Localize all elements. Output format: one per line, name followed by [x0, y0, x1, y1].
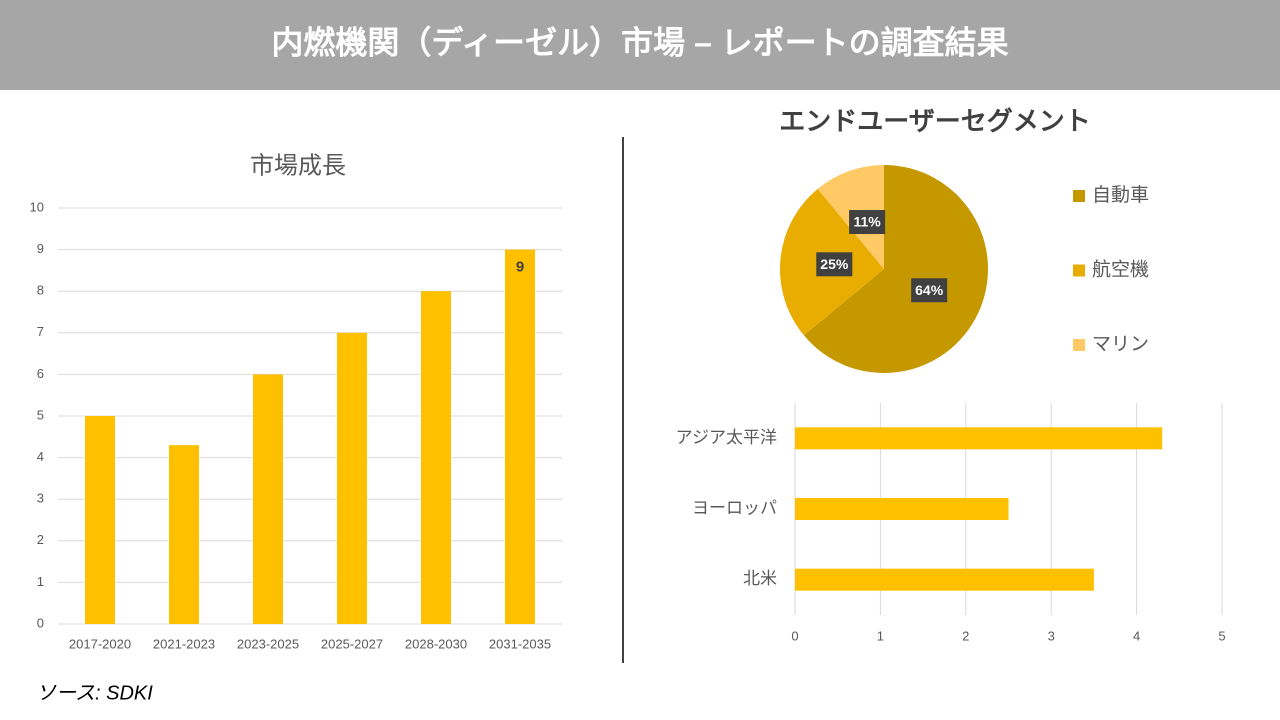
y-tick-label: 4	[37, 449, 44, 464]
y-tick-label: 2	[37, 532, 44, 547]
y-tick-label: 5	[37, 407, 44, 422]
y-tick-label: 10	[30, 199, 44, 214]
x-tick-label: 2028-2030	[405, 636, 467, 651]
x-tick-label: 3	[1048, 628, 1055, 643]
y-tick-label: ヨーロッパ	[692, 498, 777, 517]
x-tick-label: 1	[877, 628, 884, 643]
data-label-box	[911, 278, 948, 303]
x-tick-label: 2	[962, 628, 969, 643]
bar	[421, 291, 451, 624]
bar	[795, 498, 1009, 520]
bar	[795, 568, 1094, 591]
bar	[85, 416, 115, 624]
x-tick-label: 4	[1133, 628, 1140, 643]
legend-swatch	[1073, 264, 1085, 277]
x-tick-label: 5	[1218, 628, 1225, 643]
chart-title: 市場成長	[250, 152, 346, 179]
chart-title: エンドユーザーセグメント	[779, 106, 1090, 136]
bar	[337, 332, 367, 624]
x-tick-label: 2031-2035	[489, 636, 551, 651]
bar	[505, 249, 535, 624]
legend-label: マリン	[1092, 334, 1149, 355]
header-band	[0, 0, 1280, 90]
y-tick-label: 0	[37, 615, 44, 630]
y-tick-label: 6	[37, 366, 44, 381]
x-tick-label: 2025-2027	[321, 636, 383, 651]
x-tick-label: 2021-2023	[153, 636, 215, 651]
y-tick-label: アジア太平洋	[676, 428, 777, 447]
legend-label: 自動車	[1092, 184, 1149, 206]
legend-swatch	[1073, 190, 1085, 202]
data-label-box	[849, 210, 886, 235]
page-title: 内燃機関（ディーゼル）市場 – レポートの調査結果	[271, 24, 1008, 60]
x-tick-label: 2023-2025	[237, 636, 299, 651]
x-tick-label: 2017-2020	[69, 636, 131, 651]
data-label: 64%	[915, 282, 944, 298]
data-label: 9	[516, 259, 524, 276]
data-label: 25%	[820, 256, 849, 272]
y-tick-label: 8	[37, 283, 44, 298]
y-tick-label: 北米	[743, 569, 777, 588]
bar	[169, 445, 199, 624]
x-tick-label: 0	[791, 628, 798, 643]
bar	[253, 374, 283, 624]
y-tick-label: 7	[37, 324, 44, 339]
y-tick-label: 9	[37, 241, 44, 256]
legend-label: 航空機	[1092, 259, 1149, 281]
source: ソース: SDKI	[36, 682, 153, 704]
legend-swatch	[1073, 339, 1085, 351]
data-label-box	[816, 252, 853, 277]
bar	[795, 427, 1163, 450]
data-label: 11%	[853, 214, 881, 230]
pie-slice	[803, 165, 989, 373]
y-tick-label: 3	[37, 491, 44, 506]
y-tick-label: 1	[37, 574, 44, 589]
